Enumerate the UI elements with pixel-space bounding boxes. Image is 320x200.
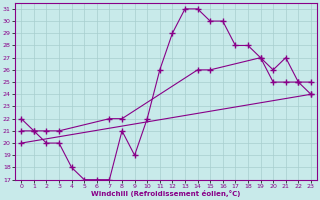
- X-axis label: Windchill (Refroidissement éolien,°C): Windchill (Refroidissement éolien,°C): [92, 190, 241, 197]
